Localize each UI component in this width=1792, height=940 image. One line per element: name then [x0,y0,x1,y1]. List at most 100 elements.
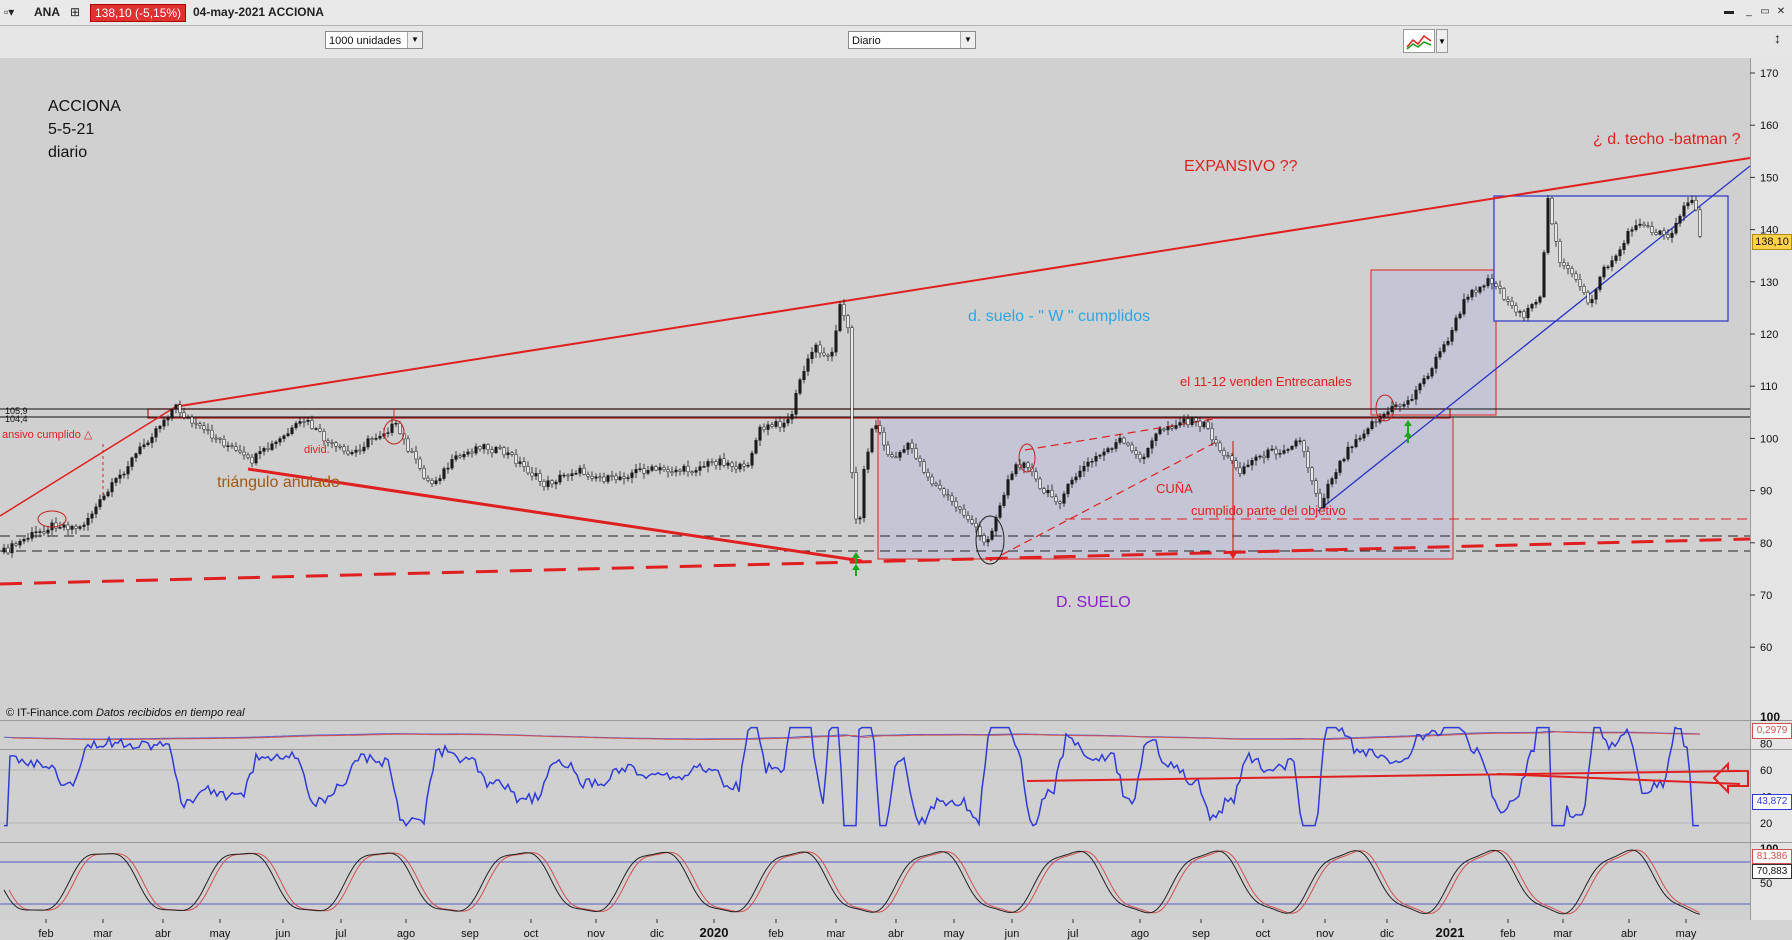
candle-body [1034,471,1038,480]
candle-body [1414,389,1418,400]
candle-body [370,438,374,440]
candle-body [1514,305,1518,313]
close-panel-icon[interactable]: × [112,724,123,734]
close-panel-icon[interactable]: × [200,753,211,763]
candle-body [1462,299,1466,315]
add-indicator-icon[interactable]: + [77,61,88,71]
scroll-arrows-icon[interactable]: ↕ [1774,30,1781,46]
time-tick-label: abr [1621,928,1637,940]
candle-body [226,445,230,447]
time-tick-label: ago [1131,928,1149,940]
period-select[interactable]: Diario ▼ [848,31,976,49]
candle-body [170,408,174,419]
techo-label: ¿ d. techo -batman ? [1593,131,1741,148]
candle-body [1050,489,1054,498]
candle-body [582,467,586,475]
menu-icon[interactable]: ▬ [1724,6,1734,17]
close-panel-icon[interactable]: × [64,61,75,71]
candle-body [698,466,702,471]
restore-icon[interactable]: ▭ [1760,6,1770,17]
maximize-icon[interactable]: ▭ [99,724,110,734]
current-price-badge: 138,10 [1752,234,1792,250]
maximize-icon[interactable]: ▭ [187,753,198,763]
time-tick-label: feb [768,928,783,940]
candle-body [274,441,278,445]
candle-body [1198,420,1202,428]
candle-body [1662,230,1666,235]
candle-body [614,475,618,480]
time-tick-label: ago [397,928,415,940]
chart-type-dropdown[interactable]: ▼ [1436,29,1448,53]
candle-body [186,417,190,419]
candle-body [690,471,694,474]
maximize-icon[interactable]: ▭ [51,61,62,71]
candle-body [1326,483,1330,499]
candle-body [722,458,726,466]
price-tick-label: 70 [1760,590,1772,602]
candle-body [590,476,594,479]
candle-body [302,421,306,423]
wrench-icon[interactable]: ⚙ [174,753,185,763]
candle-body [550,480,554,485]
candle-body [266,448,270,450]
wrench-icon[interactable]: ⚙ [86,724,97,734]
candle-body [438,478,442,481]
candle-body [1242,466,1246,474]
wrench-icon[interactable]: ⚙ [38,61,49,71]
units-select[interactable]: 1000 unidades ▼ [325,31,423,49]
maximize-icon[interactable]: ▭ [117,847,128,857]
candle-body [770,424,774,427]
candle-body [1282,450,1286,454]
candle-body [1126,442,1130,446]
candle-body [494,446,498,454]
candle-body [1654,232,1658,235]
candle-body [910,442,914,449]
candle-body [218,437,222,440]
close-panel-icon[interactable]: × [130,847,141,857]
chevron-down-icon: ▼ [960,32,975,48]
candle-body [1354,439,1358,448]
time-tick-label: feb [1500,928,1515,940]
macd-line [3,730,1701,740]
title-bar: ▫▾ ANA ⊞ 138,10 (-5,15%) 04-may-2021 ACC… [0,0,1792,26]
candle-body [322,431,326,442]
symbol-label[interactable]: ANA [34,5,60,19]
candle-body [754,440,758,454]
window-icon[interactable]: ▫▾ [4,5,15,19]
candle-body [1294,440,1298,447]
candle-body [1338,460,1342,473]
candle-body [1594,289,1598,300]
candle-body [846,315,850,328]
candle-body [746,464,750,467]
candle-body [714,461,718,466]
candle-body [1046,489,1050,494]
candle-body [1410,399,1414,401]
chart-type-button[interactable] [1403,29,1435,53]
import-icon[interactable]: ⇤ [103,61,114,71]
rsi-trend-lower [1496,773,1741,785]
cumplido-objetivo-label: cumplido parte del objetivo [1191,503,1346,518]
info-icon[interactable]: ⊞ [70,5,81,19]
chart-title-line3: diario [48,144,88,161]
stoch-d-line [8,849,1700,915]
candle-body [530,472,534,477]
candle-body [1350,446,1354,449]
toolbar: 1000 unidades ▼ Diario ▼ [0,26,1792,59]
candle-body [1678,215,1682,224]
candle-body [594,476,598,479]
close-icon[interactable]: ✕ [1776,6,1786,17]
candle-body [1618,249,1622,257]
minimize-icon[interactable]: _ [1746,6,1752,17]
candle-body [334,442,338,447]
blue-box-techo [1493,195,1729,322]
candle-body [1314,480,1318,494]
wrench-icon[interactable]: ⚙ [104,847,115,857]
candle-body [894,456,898,459]
candle-body [1582,286,1586,293]
candle-body [338,445,342,448]
candle-body [586,474,590,477]
rsi-tick-label: 60 [1760,765,1772,777]
candle-body [1002,494,1006,506]
export-icon[interactable]: ⇥ [90,61,101,71]
time-tick-label: jun [1004,928,1020,940]
